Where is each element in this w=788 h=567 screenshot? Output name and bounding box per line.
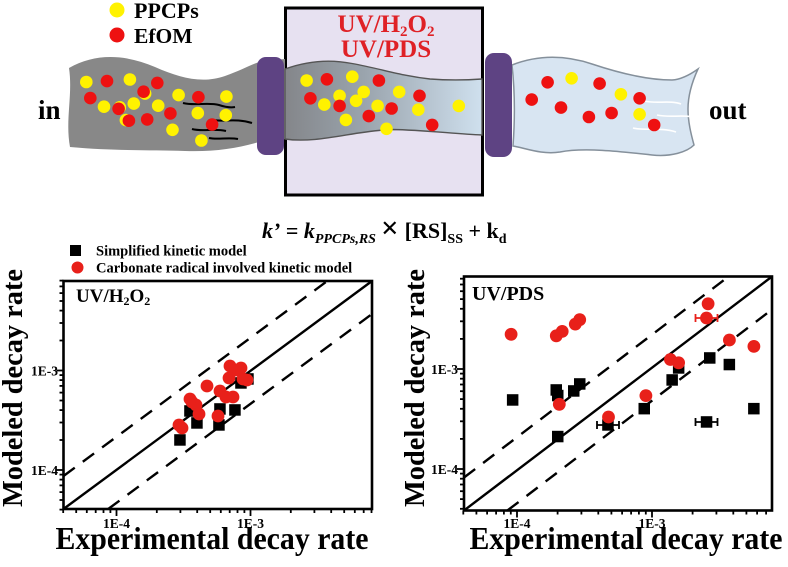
svg-text:Experimental decay rate: Experimental decay rate (470, 520, 783, 556)
svg-text:UV/PDS: UV/PDS (341, 36, 431, 63)
svg-text:Carbonate radical involved kin: Carbonate radical involved kinetic model (96, 261, 352, 277)
svg-text:1E-3: 1E-3 (639, 516, 666, 531)
svg-text:in: in (38, 95, 61, 125)
svg-text:1E-4: 1E-4 (31, 463, 58, 478)
svg-text:Experimental decay rate: Experimental decay rate (56, 520, 369, 556)
svg-text:out: out (709, 95, 747, 125)
svg-text:Simplified kinetic model: Simplified kinetic model (96, 244, 247, 260)
svg-text:1E-4: 1E-4 (504, 516, 531, 531)
svg-text:1E-4: 1E-4 (431, 462, 458, 477)
svg-text:1E-3: 1E-3 (431, 362, 458, 377)
svg-text:EfOM: EfOM (134, 24, 193, 48)
svg-text:1E-4: 1E-4 (103, 516, 130, 531)
svg-text:PPCPs: PPCPs (134, 0, 199, 23)
svg-text:UV/H2O2: UV/H2O2 (338, 11, 435, 40)
svg-text:1E-3: 1E-3 (31, 364, 58, 379)
svg-text:Modeled decay rate: Modeled decay rate (399, 269, 431, 507)
svg-text:UV/PDS: UV/PDS (472, 283, 544, 305)
svg-text:1E-3: 1E-3 (237, 516, 264, 531)
svg-text:Modeled decay rate: Modeled decay rate (0, 269, 29, 507)
svg-text:UV/H2O2: UV/H2O2 (76, 286, 150, 308)
